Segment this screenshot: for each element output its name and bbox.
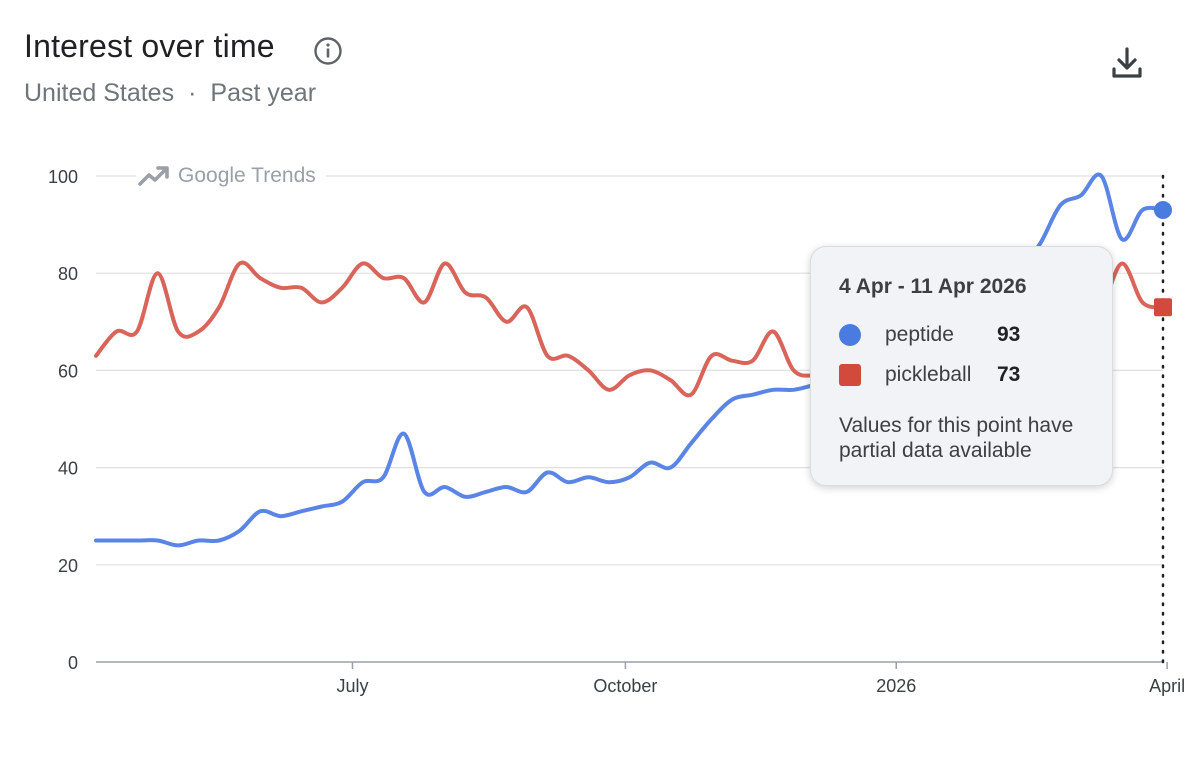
tooltip-row-pickleball: pickleball 73: [839, 355, 1084, 395]
subtitle: United States · Past year: [24, 79, 316, 108]
region-label[interactable]: United States: [24, 79, 175, 107]
page-title: Interest over time: [24, 28, 275, 64]
trending-up-icon: [138, 166, 169, 186]
y-tick-label: 40: [58, 459, 78, 479]
x-tick-label: July: [336, 676, 368, 696]
pickleball-legend-marker: [839, 364, 861, 386]
x-tick-label: 2026: [876, 676, 916, 696]
tooltip-value: 73: [997, 363, 1021, 386]
period-label[interactable]: Past year: [210, 79, 317, 107]
x-tick-label: April: [1149, 676, 1185, 696]
y-tick-label: 100: [48, 167, 78, 187]
y-tick-label: 80: [58, 264, 78, 284]
pickleball-point-marker: [1154, 298, 1172, 317]
subtitle-separator: ·: [188, 79, 197, 107]
peptide-legend-marker: [839, 324, 861, 346]
x-tick-label: October: [593, 676, 657, 696]
y-tick-label: 0: [68, 653, 78, 673]
tooltip-term: peptide: [885, 323, 954, 346]
tooltip-term: pickleball: [885, 363, 972, 386]
y-tick-label: 20: [58, 556, 78, 576]
peptide-point-marker: [1154, 201, 1172, 220]
tooltip-value: 93: [997, 323, 1021, 346]
watermark-text: Google Trends: [178, 164, 316, 187]
data-tooltip: 4 Apr - 11 Apr 2026 peptide 93 picklebal…: [810, 246, 1113, 486]
tooltip-note: Values for this point have partial data …: [839, 414, 1074, 462]
google-trends-watermark: Google Trends: [136, 161, 326, 191]
tooltip-date: 4 Apr - 11 Apr 2026: [839, 275, 1027, 298]
tooltip-row-peptide: peptide 93: [839, 315, 1084, 355]
download-icon[interactable]: [1108, 44, 1146, 82]
info-icon[interactable]: [313, 36, 343, 66]
y-tick-label: 60: [58, 361, 78, 381]
